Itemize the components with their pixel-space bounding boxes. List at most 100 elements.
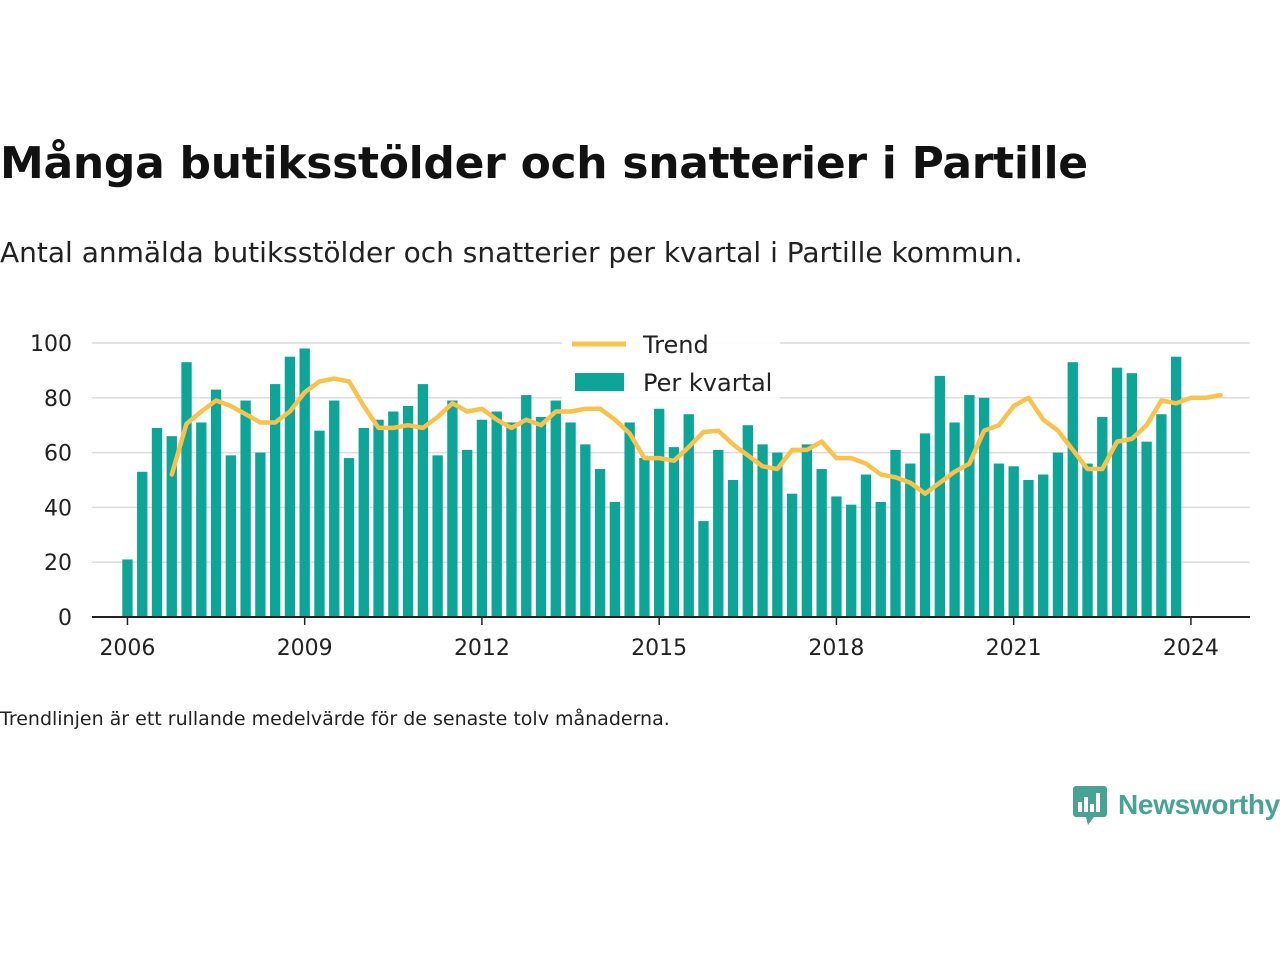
bar: [727, 480, 739, 617]
bar: [919, 433, 931, 617]
bar: [875, 501, 886, 617]
bar: [668, 447, 680, 617]
bar: [1170, 356, 1182, 617]
bar: [358, 427, 369, 617]
bar: [772, 452, 783, 617]
newsworthy-logo-text: Newsworthy: [1118, 789, 1280, 820]
bar: [890, 449, 901, 617]
bar: [654, 408, 665, 617]
bar: [1008, 466, 1019, 617]
bar: [609, 501, 621, 617]
bar: [388, 411, 399, 617]
x-tick-label: 2021: [986, 636, 1042, 661]
bar: [210, 389, 222, 617]
bar: [1023, 480, 1034, 617]
y-tick-label: 60: [44, 442, 72, 467]
bar: [417, 384, 429, 617]
bar: [284, 356, 296, 617]
x-tick-label: 2018: [808, 636, 864, 661]
chart-note: Trendlinjen är ett rullande medelvärde f…: [0, 708, 670, 730]
bar: [521, 395, 532, 617]
bar: [580, 444, 591, 617]
bar: [1126, 373, 1138, 617]
newsworthy-logo-icon: [1073, 786, 1107, 825]
chart: 0 20 40 60 80 100 2006 2009 2012 2015 2018 2021 202…: [30, 324, 1250, 661]
bar: [934, 375, 945, 617]
y-tick-label: 80: [44, 387, 72, 412]
bar: [978, 397, 990, 617]
bar: [757, 444, 768, 617]
bar: [343, 458, 355, 617]
bar: [1067, 362, 1078, 617]
bar: [476, 419, 488, 617]
bar: [1097, 416, 1108, 617]
bar: [713, 449, 724, 617]
bar: [1052, 452, 1064, 617]
bar: [299, 348, 310, 617]
bar: [447, 400, 458, 617]
bar: [373, 419, 384, 617]
y-tick-label: 100: [30, 332, 72, 357]
bar: [550, 400, 561, 617]
bar: [905, 463, 916, 617]
bar: [964, 395, 975, 617]
bar: [624, 422, 635, 617]
x-tick-label: 2024: [1163, 636, 1219, 661]
y-tick-label: 20: [44, 551, 72, 576]
bar: [846, 504, 857, 617]
newsworthy-logo: Newsworthy: [1072, 784, 1280, 826]
bar: [402, 406, 414, 617]
x-tick-label: 2015: [631, 636, 687, 661]
bar: [255, 452, 266, 617]
bar: [860, 474, 872, 617]
legend-bar-swatch: [575, 373, 624, 391]
x-tick-label: 2009: [277, 636, 333, 661]
bar: [639, 458, 650, 617]
bar: [506, 422, 517, 617]
bar: [196, 422, 207, 617]
bar: [1156, 414, 1167, 617]
bar: [698, 521, 709, 617]
bar: [269, 384, 281, 617]
bar: [122, 559, 133, 617]
bar: [683, 414, 694, 617]
bar: [786, 493, 798, 617]
bar: [314, 430, 325, 617]
chart-title: Många butiksstölder och snatterier i Par…: [0, 138, 1088, 189]
x-tick-label: 2012: [454, 636, 510, 661]
bar: [1111, 367, 1123, 617]
legend: Trend Per kvartal: [562, 324, 780, 400]
x-axis-ticks: 2006 2009 2012 2015 2018 2021 2024: [99, 617, 1219, 661]
legend-bar-label: Per kvartal: [643, 369, 772, 397]
bar: [329, 400, 340, 617]
bar: [831, 496, 842, 617]
bar: [949, 422, 960, 617]
trend-line: [169, 376, 1223, 496]
bar: [491, 411, 502, 617]
chart-subtitle: Antal anmälda butiksstölder och snatteri…: [0, 236, 1023, 269]
y-tick-label: 0: [58, 606, 72, 631]
bar: [565, 422, 576, 617]
bar: [137, 471, 148, 617]
bar: [594, 469, 606, 617]
bar: [1141, 441, 1152, 617]
bar: [816, 469, 827, 617]
bar: [801, 444, 813, 617]
bar-series: [122, 348, 1182, 617]
legend-trend-label: Trend: [642, 331, 709, 359]
bar: [742, 425, 753, 617]
bar: [461, 449, 473, 617]
bar: [166, 436, 177, 617]
x-tick-label: 2006: [99, 636, 155, 661]
bar: [240, 400, 251, 617]
bar: [432, 455, 443, 617]
y-axis-tick-labels: 0 20 40 60 80 100: [30, 332, 72, 631]
trend-series: [169, 376, 1223, 496]
bar: [225, 455, 237, 617]
bar: [1038, 474, 1049, 617]
bar: [181, 362, 192, 617]
y-tick-label: 40: [44, 496, 72, 521]
bar: [993, 463, 1005, 617]
bar: [1082, 463, 1093, 617]
bar: [151, 427, 163, 617]
